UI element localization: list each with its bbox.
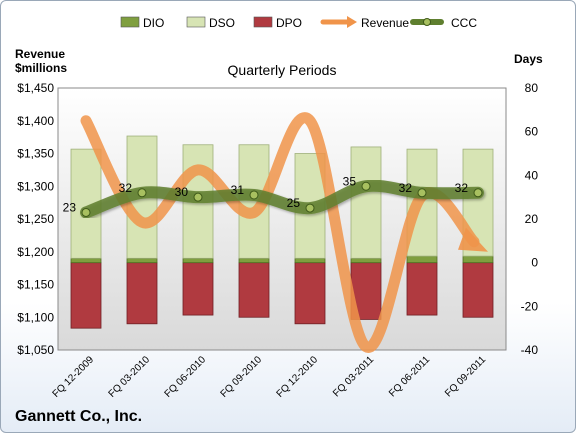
y-left-tick-7: $1,400 <box>17 114 54 128</box>
legend-swatch-dpo <box>253 16 273 28</box>
ccc-label-2: 30 <box>175 185 189 199</box>
plot-area <box>57 87 507 351</box>
x-tick-4: FQ 12-2010 <box>275 354 321 400</box>
y-left-label-line-1: Revenue <box>15 47 65 61</box>
company-name: Gannett Co., Inc. <box>15 408 142 425</box>
y-left-tick-8: $1,450 <box>17 81 54 95</box>
ccc-point-3 <box>249 190 259 200</box>
bar-dio-4 <box>294 257 326 264</box>
revenue-arrowhead <box>458 227 488 252</box>
bar-dpo-0 <box>70 262 102 329</box>
x-tick-0: FQ 12-2009 <box>51 354 97 400</box>
x-tick-2: FQ 06-2010 <box>163 354 209 400</box>
legend-label-ccc: CCC <box>451 16 477 30</box>
legend-label-dso: DSO <box>209 16 235 30</box>
y-left-tick-2: $1,150 <box>17 278 54 292</box>
ccc-label-4: 25 <box>287 196 301 210</box>
y-left-tick-4: $1,250 <box>17 212 54 226</box>
legend-marker-ccc <box>423 18 431 26</box>
x-tick-7: FQ 09-2011 <box>443 354 488 399</box>
y-left-tick-0: $1,050 <box>17 343 54 357</box>
y-left-tick-1: $1,100 <box>17 310 54 324</box>
bar-dso-5 <box>350 146 382 259</box>
x-tick-1: FQ 03-2010 <box>107 354 153 400</box>
ccc-point-6 <box>417 188 427 198</box>
legend-label-revenue: Revenue <box>361 16 409 30</box>
bar-dio-1 <box>126 257 158 264</box>
bar-dpo-4 <box>294 262 326 325</box>
y-right-tick-4: 40 <box>525 168 539 182</box>
y-right-tick-0: -40 <box>521 343 539 357</box>
bar-dpo-3 <box>238 262 270 318</box>
ccc-label-1: 32 <box>119 181 133 195</box>
ccc-point-2 <box>193 192 203 202</box>
x-tick-6: FQ 06-2011 <box>387 354 432 399</box>
ccc-label-5: 35 <box>343 174 357 188</box>
bar-dpo-1 <box>126 262 158 325</box>
bar-dio-0 <box>70 257 102 264</box>
y-left-label-line-2: $millions <box>15 61 67 75</box>
x-tick-5: FQ 03-2011 <box>331 354 376 399</box>
ccc-label-6: 32 <box>399 181 413 195</box>
y-right-tick-1: -20 <box>521 299 539 313</box>
ccc-label-0: 23 <box>63 200 77 214</box>
bar-dpo-7 <box>462 262 494 318</box>
ccc-point-1 <box>137 188 147 198</box>
ccc-line <box>80 179 484 219</box>
legend-label-dio: DIO <box>143 16 164 30</box>
ccc-point-0 <box>81 207 91 217</box>
legend-label-dpo: DPO <box>276 16 302 30</box>
legend-arrow-revenue <box>347 16 357 28</box>
bar-dio-3 <box>238 257 270 264</box>
x-tick-3: FQ 09-2010 <box>219 354 265 400</box>
bar-dpo-2 <box>182 262 214 316</box>
ccc-label-7: 32 <box>455 181 469 195</box>
revenue-line <box>80 112 480 353</box>
ccc-point-7 <box>473 188 483 198</box>
bar-dio-5 <box>350 257 382 264</box>
legend-swatch-dio <box>120 16 140 28</box>
y-left-tick-6: $1,350 <box>17 147 54 161</box>
y-right-tick-2: 0 <box>531 256 538 270</box>
bar-dpo-6 <box>406 262 438 316</box>
y-right-label: Days <box>514 52 543 66</box>
y-right-tick-5: 60 <box>525 125 539 139</box>
y-right-tick-3: 20 <box>525 212 539 226</box>
bar-dio-6 <box>406 255 438 264</box>
y-left-tick-3: $1,200 <box>17 245 54 259</box>
ccc-point-4 <box>305 203 315 213</box>
legend-swatch-dso <box>186 16 206 28</box>
ccc-point-5 <box>361 181 371 191</box>
bar-dio-2 <box>182 257 214 264</box>
y-right-tick-6: 80 <box>525 81 539 95</box>
bar-dio-7 <box>462 255 494 264</box>
ccc-label-3: 31 <box>231 183 245 197</box>
chart-title: Quarterly Periods <box>228 62 337 78</box>
y-left-tick-5: $1,300 <box>17 179 54 193</box>
